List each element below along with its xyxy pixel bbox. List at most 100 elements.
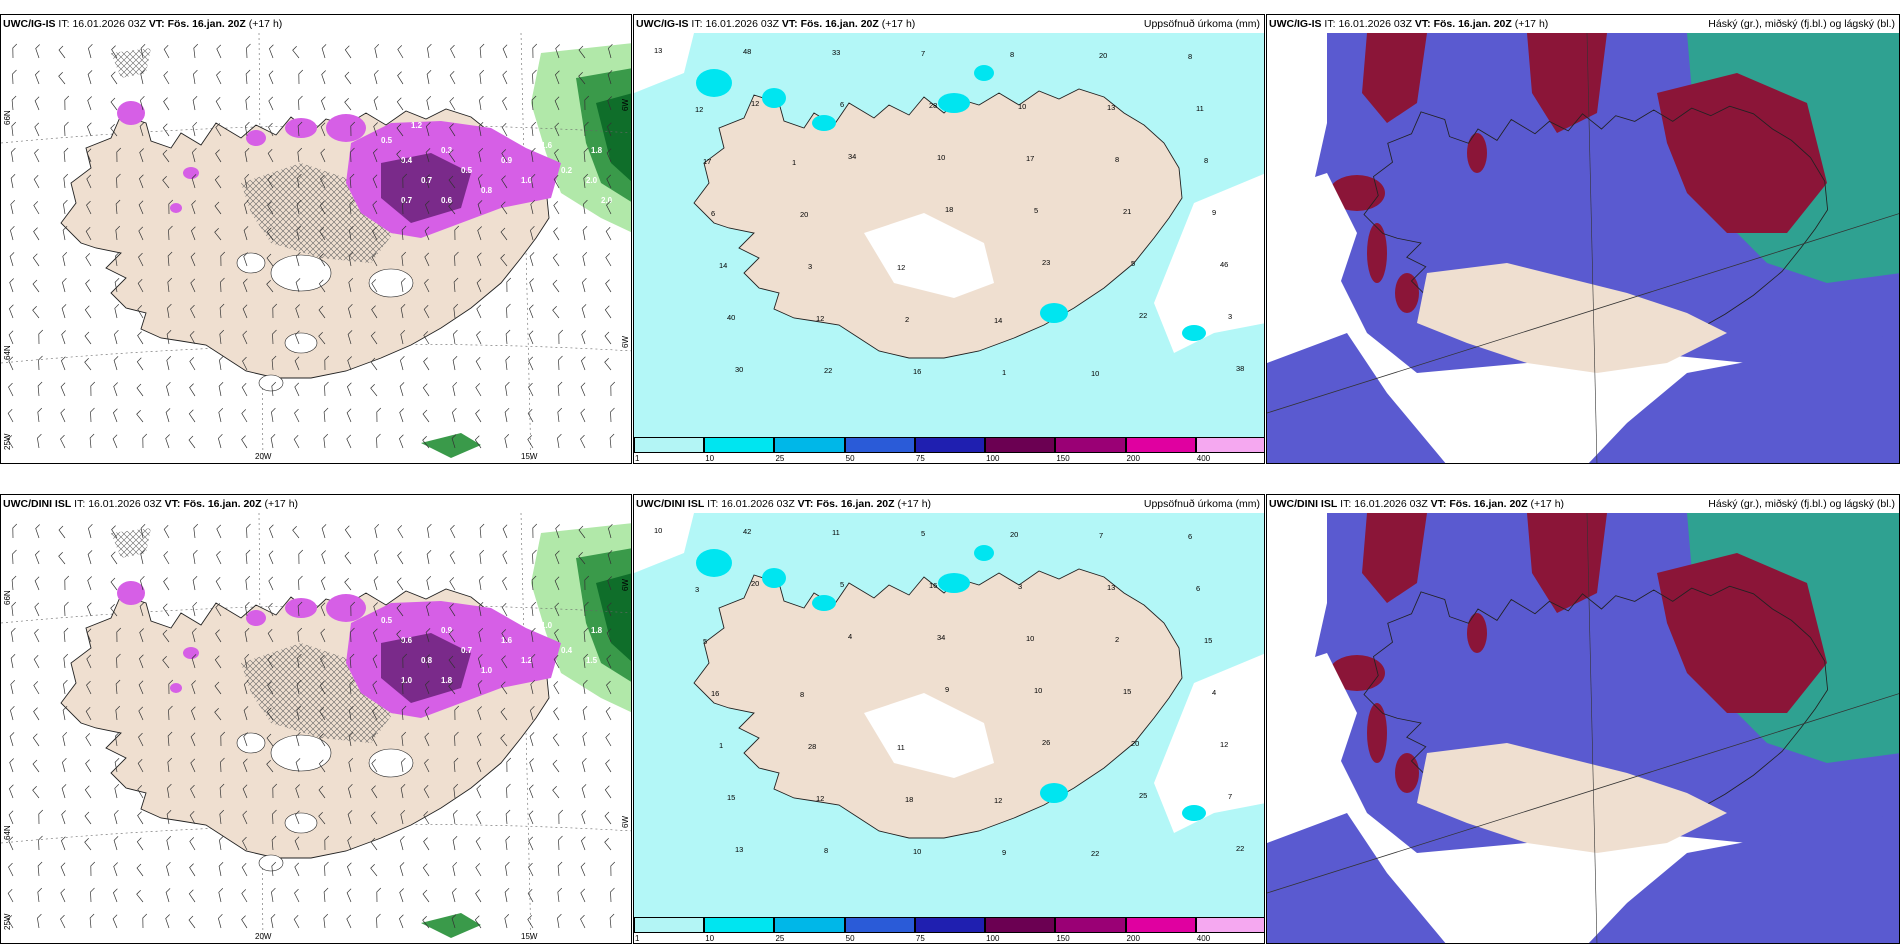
- mid-cloud-area: [1362, 513, 1427, 603]
- snow-value-label: 0.4: [401, 156, 413, 165]
- model-name: UWC/DINI ISL: [1269, 498, 1338, 510]
- precip-value-label: 46: [1220, 260, 1228, 269]
- high-cloud-area: [1588, 333, 1899, 463]
- snow-value-label: 0.9: [501, 156, 513, 165]
- mid-cloud-patch: [1329, 175, 1385, 211]
- precip-value-label: 13: [1107, 583, 1115, 592]
- vt-value: Fös. 16.jan. 20Z: [1449, 498, 1528, 510]
- legend-tick: 25: [775, 454, 785, 463]
- cloud-map: [1267, 513, 1899, 943]
- snow-value-label: 2.0: [586, 176, 598, 185]
- legend-swatch: [844, 917, 915, 933]
- lat-label-25w: 25W: [3, 913, 12, 930]
- legend-tick: 50: [845, 454, 855, 463]
- precip-value-label: 13: [735, 845, 743, 854]
- precip-value-label: 15: [1123, 687, 1131, 696]
- lat-label-64n: 64N: [3, 345, 12, 360]
- precip-value-label: 15: [1204, 636, 1212, 645]
- vt-value: Fös. 16.jan. 20Z: [1433, 18, 1512, 30]
- precip-value-label: 16: [711, 689, 719, 698]
- cloud-map: [1267, 33, 1899, 463]
- snow-value-label: 1.8: [591, 626, 603, 635]
- glacier-patch: [258, 374, 284, 392]
- panel-header: UWC/DINI ISL IT: 16.01.2026 03Z VT: Fös.…: [1267, 495, 1899, 513]
- legend-tick: 25: [775, 934, 785, 943]
- glacier-patch: [368, 748, 414, 778]
- vt-label: VT:: [797, 498, 814, 510]
- snow-patch: [285, 118, 317, 138]
- lat-label-64n: 64N: [3, 825, 12, 840]
- precip-heavy-spot: [812, 115, 836, 131]
- model-name: UWC/IG-IS: [636, 18, 689, 30]
- no-precip-area: [1154, 173, 1264, 353]
- it-value: 16.01.2026 03Z: [705, 18, 779, 30]
- legend-tick: 50: [845, 934, 855, 943]
- precip-value-label: 9: [1002, 848, 1006, 857]
- precip-panel-row2: UWC/DINI ISL IT: 16.01.2026 03Z VT: Fös.…: [633, 494, 1265, 944]
- snow-patch: [285, 598, 317, 618]
- precip-value-label: 6: [1196, 584, 1200, 593]
- precip-value-label: 10: [913, 847, 921, 856]
- precip-value-label: 8: [1204, 156, 1208, 165]
- precip-value-label: 28: [808, 742, 816, 751]
- precip-heavy-spot: [1040, 783, 1068, 803]
- legend-tick: 75: [915, 934, 925, 943]
- it-label: IT:: [58, 18, 70, 30]
- panel-header: UWC/IG-IS IT: 16.01.2026 03Z VT: Fös. 16…: [1, 15, 631, 33]
- precip-value-label: 18: [905, 795, 913, 804]
- precip-value-label: 3: [808, 262, 812, 271]
- precip-value-label: 20: [800, 210, 808, 219]
- it-value: 16.01.2026 03Z: [72, 18, 146, 30]
- precip-value-label: 10: [1018, 102, 1026, 111]
- precip-value-label: 5: [1131, 259, 1135, 268]
- precip-heavy-spot: [938, 573, 970, 593]
- lead-time: (+17 h): [1514, 18, 1549, 30]
- snow-value-label: 1.0: [541, 621, 553, 630]
- mid-cloud-patch: [1467, 613, 1487, 653]
- mid-cloud-area: [1362, 33, 1427, 123]
- vt-value: Fös. 16.jan. 20Z: [816, 498, 895, 510]
- wind-snow-panel-row2: UWC/DINI ISL IT: 16.01.2026 03Z VT: Fös.…: [0, 494, 632, 944]
- precip-value-label: 12: [751, 99, 759, 108]
- panel-header: UWC/DINI ISL IT: 16.01.2026 03Z VT: Fös.…: [1, 495, 631, 513]
- snow-value-label: 1.8: [591, 146, 603, 155]
- snow-value-label: 1.6: [541, 141, 553, 150]
- precip-value-label: 3: [1228, 312, 1232, 321]
- precip-value-label: 8: [800, 690, 804, 699]
- snow-value-label: 0.6: [441, 196, 453, 205]
- vt-value: Fös. 16.jan. 20Z: [183, 498, 262, 510]
- snow-value-label: 1.6: [501, 636, 513, 645]
- precip-value-label: 22: [1139, 311, 1147, 320]
- glacier-patch: [236, 732, 266, 754]
- snow-value-label: 1.2: [521, 656, 533, 665]
- precip-heavy-spot: [696, 549, 732, 577]
- precip-value-label: 48: [743, 47, 751, 56]
- precip-value-label: 12: [897, 263, 905, 272]
- no-precip-area: [634, 33, 694, 93]
- model-name: UWC/DINI ISL: [3, 498, 72, 510]
- precip-heavy-spot: [974, 65, 994, 81]
- lead-time: (+17 h): [248, 18, 283, 30]
- precip-value-label: 38: [1236, 364, 1244, 373]
- precip-value-label: 5: [1034, 206, 1038, 215]
- wind-snow-map: 0.5 0.6 0.8 0.9 0.7 1.0 1.6 1.2 1.8 0.4 1.0 1.0 1.5 1…: [1, 513, 631, 943]
- lat-label-right-2: 6W: [621, 816, 630, 828]
- precip-value-label: 30: [735, 365, 743, 374]
- precip-value-label: 9: [1212, 208, 1216, 217]
- legend-swatch: [985, 917, 1056, 933]
- it-label: IT:: [707, 498, 719, 510]
- snow-value-label: 1.0: [521, 176, 533, 185]
- mid-cloud-area: [1657, 553, 1827, 713]
- graticule-line: [1586, 513, 1598, 943]
- precip-value-label: 10: [937, 153, 945, 162]
- snow-value-label: 0.3: [441, 146, 453, 155]
- legend-tick: 200: [1126, 454, 1140, 463]
- legend-tick: 10: [705, 934, 715, 943]
- lead-time: (+17 h): [1530, 498, 1565, 510]
- precip-value-label: 12: [816, 314, 824, 323]
- precip-value-label: 5: [921, 529, 925, 538]
- vt-label: VT:: [148, 18, 165, 30]
- no-precip-area: [634, 513, 694, 573]
- precip-value-label: 34: [937, 633, 945, 642]
- legend-tick: 400: [1196, 454, 1211, 463]
